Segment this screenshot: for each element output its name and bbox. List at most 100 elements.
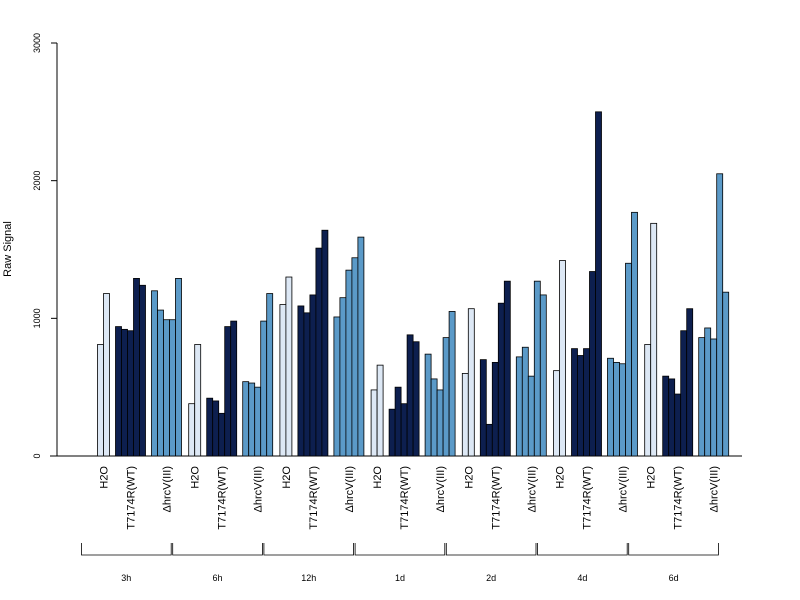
bar bbox=[662, 375, 670, 457]
bar bbox=[436, 389, 444, 457]
bar bbox=[515, 356, 523, 457]
bar bbox=[376, 364, 384, 457]
bar bbox=[321, 229, 329, 457]
bar bbox=[424, 353, 432, 457]
bar bbox=[175, 278, 182, 457]
bar bbox=[163, 319, 170, 457]
bar bbox=[206, 397, 214, 457]
bar bbox=[644, 344, 652, 457]
timepoint-bracket bbox=[445, 543, 537, 556]
bar bbox=[97, 344, 104, 457]
treatment-label: ΔhrcV(III) bbox=[344, 466, 356, 512]
treatment-label: T7174R(WT) bbox=[126, 466, 138, 530]
treatment-label: ΔhrcV(III) bbox=[709, 466, 721, 512]
bar bbox=[345, 269, 353, 457]
bar bbox=[351, 257, 359, 457]
bar bbox=[577, 355, 584, 457]
bar bbox=[625, 262, 632, 457]
treatment-label: H2O bbox=[281, 466, 293, 489]
timepoint-bracket bbox=[263, 543, 354, 556]
treatment-label: H2O bbox=[555, 466, 567, 489]
bar bbox=[527, 375, 535, 457]
treatment-labels: H2O T7174R(WT) ΔhrcV(III) H2O T7174R(WT) Δhrc… bbox=[99, 466, 721, 530]
y-tick-label: 2000 bbox=[32, 171, 42, 191]
bar bbox=[406, 334, 414, 457]
bar bbox=[194, 344, 202, 457]
bar bbox=[631, 211, 638, 457]
bar bbox=[400, 403, 408, 457]
treatment-label: H2O bbox=[372, 466, 384, 489]
timepoint-bracket bbox=[81, 543, 172, 556]
bar bbox=[157, 309, 164, 457]
bar bbox=[127, 330, 134, 457]
treatment-label: ΔhrcV(III) bbox=[435, 466, 447, 512]
bar bbox=[224, 326, 232, 457]
bar bbox=[218, 412, 226, 457]
treatment-label: ΔhrcV(III) bbox=[253, 466, 265, 512]
timepoint-label: 3h bbox=[121, 573, 131, 583]
bar bbox=[103, 293, 110, 457]
treatment-label: H2O bbox=[99, 466, 111, 489]
bar bbox=[430, 378, 438, 457]
treatment-label: T7174R(WT) bbox=[217, 466, 229, 530]
bar bbox=[315, 247, 323, 457]
treatment-label: T7174R(WT) bbox=[673, 466, 685, 530]
bar bbox=[212, 400, 220, 457]
treatment-label: ΔhrcV(III) bbox=[162, 466, 174, 512]
bar bbox=[188, 403, 196, 457]
bar bbox=[139, 284, 146, 457]
treatment-label: H2O bbox=[646, 466, 658, 489]
y-tick-label: 0 bbox=[32, 453, 42, 458]
bar bbox=[533, 280, 541, 457]
bar bbox=[571, 348, 578, 457]
bar bbox=[589, 271, 596, 457]
bar bbox=[497, 302, 505, 457]
bar bbox=[266, 293, 274, 457]
bar bbox=[613, 361, 620, 457]
bar bbox=[297, 305, 305, 457]
bars bbox=[97, 111, 730, 457]
treatment-label: H2O bbox=[463, 466, 475, 489]
bar bbox=[370, 389, 378, 457]
bar bbox=[357, 236, 365, 457]
treatment-label: ΔhrcV(III) bbox=[618, 466, 630, 512]
timepoint-brackets: 3h 6h 12h 1d 2d 4d 6d bbox=[81, 543, 719, 583]
bar bbox=[674, 393, 682, 457]
bar bbox=[230, 320, 238, 457]
bar bbox=[339, 297, 347, 457]
bar bbox=[303, 312, 311, 457]
bar bbox=[248, 382, 256, 457]
bar bbox=[704, 327, 712, 457]
timepoint-label: 6h bbox=[212, 573, 222, 583]
bar bbox=[260, 320, 268, 457]
timepoint-label: 1d bbox=[395, 573, 405, 583]
bar bbox=[595, 111, 602, 457]
bar bbox=[503, 280, 511, 457]
timepoint-label: 4d bbox=[577, 573, 587, 583]
timepoint-bracket bbox=[537, 543, 628, 556]
timepoint-bracket bbox=[354, 543, 446, 556]
bar bbox=[279, 304, 287, 457]
bar bbox=[394, 386, 402, 457]
treatment-label: T7174R(WT) bbox=[490, 466, 502, 530]
bar bbox=[242, 381, 250, 457]
bar bbox=[151, 290, 158, 457]
treatment-label: T7174R(WT) bbox=[308, 466, 320, 530]
bar bbox=[442, 337, 450, 457]
bar bbox=[485, 423, 493, 457]
bar bbox=[115, 326, 122, 457]
bar bbox=[607, 357, 614, 457]
timepoint-label: 12h bbox=[301, 573, 316, 583]
bar bbox=[467, 308, 475, 457]
y-tick-label: 1000 bbox=[32, 308, 42, 328]
bar bbox=[716, 173, 724, 457]
bar bbox=[521, 346, 529, 457]
bar bbox=[686, 308, 694, 457]
bar bbox=[479, 359, 487, 457]
bar bbox=[650, 222, 658, 457]
y-axis: 0 1000 2000 3000 bbox=[32, 33, 58, 459]
bar bbox=[412, 341, 420, 457]
bar bbox=[448, 311, 456, 457]
bar bbox=[285, 276, 293, 457]
